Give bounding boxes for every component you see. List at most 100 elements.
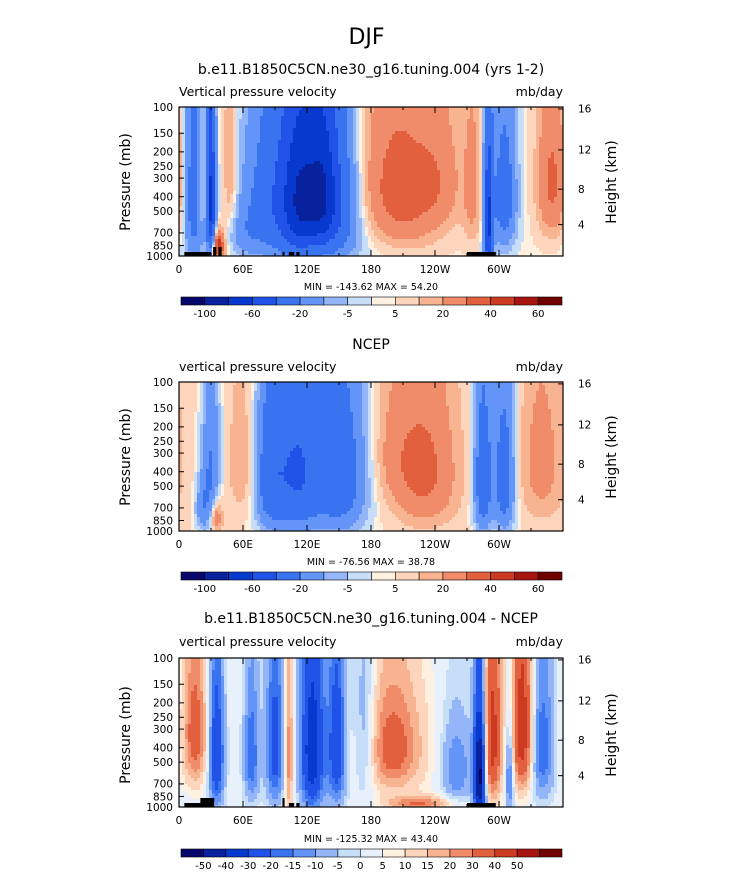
heatmap-cell	[251, 382, 254, 386]
heatmap-cell	[227, 218, 230, 222]
heatmap-cell	[374, 490, 377, 494]
heatmap-cell	[485, 679, 488, 683]
heatmap-cell	[521, 212, 524, 216]
y2-tick-label: 4	[578, 494, 585, 506]
heatmap-cell	[371, 487, 374, 491]
heatmap-cell	[221, 170, 224, 174]
heatmap-cell	[485, 149, 488, 153]
heatmap-cell	[287, 679, 290, 683]
heatmap-cell	[179, 122, 182, 126]
heatmap-cell	[389, 143, 422, 147]
heatmap-cell	[383, 487, 389, 491]
heatmap-cell	[350, 158, 353, 162]
heatmap-cell	[524, 200, 527, 204]
heatmap-cell	[371, 484, 374, 488]
heatmap-cell	[200, 209, 206, 213]
heatmap-cell	[218, 436, 221, 440]
heatmap-cell	[434, 487, 452, 491]
heatmap-cell	[449, 116, 470, 120]
heatmap-cell	[554, 439, 563, 443]
heatmap-cell	[380, 406, 389, 410]
heatmap-cell	[371, 382, 374, 386]
heatmap-cell	[443, 523, 467, 527]
heatmap-cell	[359, 116, 362, 120]
heatmap-cell	[236, 215, 239, 219]
heatmap-cell	[533, 421, 551, 425]
heatmap-cell	[485, 242, 491, 246]
heatmap-cell	[221, 251, 224, 255]
heatmap-cell	[245, 487, 251, 491]
heatmap-cell	[200, 409, 203, 413]
heatmap-cell	[215, 176, 218, 180]
heatmap-cell	[359, 149, 362, 153]
heatmap-cell	[182, 158, 185, 162]
heatmap-cell	[197, 161, 200, 165]
heatmap-cell	[485, 125, 494, 129]
heatmap-cell	[197, 149, 200, 153]
heatmap-cell	[362, 409, 368, 413]
heatmap-cell	[485, 673, 488, 677]
heatmap-cell	[359, 194, 362, 198]
heatmap-cell	[491, 194, 512, 198]
heatmap-cell	[218, 400, 221, 404]
heatmap-cell	[257, 496, 263, 500]
heatmap-cell	[233, 194, 236, 198]
heatmap-cell	[251, 406, 254, 410]
heatmap-cell	[509, 478, 515, 482]
heatmap-cell	[224, 140, 233, 144]
heatmap-cell	[233, 134, 236, 138]
colorbar-box	[347, 296, 372, 306]
heatmap-cell	[482, 233, 485, 237]
heatmap-cell	[392, 134, 410, 138]
heatmap-cell	[452, 143, 467, 147]
heatmap-cell	[485, 110, 491, 114]
heatmap-cell	[224, 251, 227, 255]
colorbar-box	[299, 296, 325, 306]
heatmap-cell	[323, 673, 329, 677]
heatmap-cell	[314, 682, 320, 686]
heatmap-cell	[509, 469, 515, 473]
heatmap-cell	[185, 191, 188, 195]
heatmap-cell	[518, 448, 521, 452]
colorbar-box	[371, 571, 396, 581]
colorbar-label: -60	[244, 584, 260, 595]
heatmap-cell	[512, 517, 515, 521]
heatmap-cell	[515, 412, 518, 416]
heatmap-cell	[518, 421, 521, 425]
heatmap-cell	[356, 457, 365, 461]
heatmap-cell	[299, 682, 302, 686]
heatmap-cell	[470, 685, 473, 689]
heatmap-cell	[185, 125, 191, 129]
heatmap-cell	[506, 421, 512, 425]
heatmap-cell	[491, 179, 512, 183]
heatmap-cell	[356, 110, 359, 114]
heatmap-cell	[236, 197, 239, 201]
heatmap-cell	[341, 664, 344, 668]
heatmap-cell	[476, 490, 491, 494]
heatmap-cell	[524, 487, 533, 491]
heatmap-cell	[497, 463, 509, 467]
heatmap-cell	[257, 158, 278, 162]
heatmap-cell	[239, 179, 242, 183]
heatmap-cell	[503, 670, 506, 674]
heatmap-cell	[227, 673, 242, 677]
heatmap-cell	[368, 245, 374, 249]
heatmap-cell	[257, 412, 263, 416]
heatmap-cell	[497, 442, 509, 446]
heatmap-cell	[179, 427, 182, 431]
panel-ncep-plot: 0 60E 120E 180 120W 60W1001502002503004005007…	[146, 377, 591, 551]
heatmap-cell	[461, 394, 470, 398]
heatmap-cell	[209, 517, 212, 521]
heatmap-cell	[557, 170, 563, 174]
heatmap-cell	[350, 230, 356, 234]
heatmap-cell	[455, 149, 464, 153]
heatmap-cell	[377, 454, 383, 458]
heatmap-cell	[512, 412, 515, 416]
heatmap-cell	[371, 254, 383, 257]
heatmap-cell	[248, 466, 251, 470]
heatmap-cell	[488, 418, 500, 422]
heatmap-cell	[539, 143, 563, 147]
heatmap-cell	[233, 409, 245, 413]
heatmap-cell	[347, 131, 353, 135]
heatmap-cell	[209, 158, 215, 162]
